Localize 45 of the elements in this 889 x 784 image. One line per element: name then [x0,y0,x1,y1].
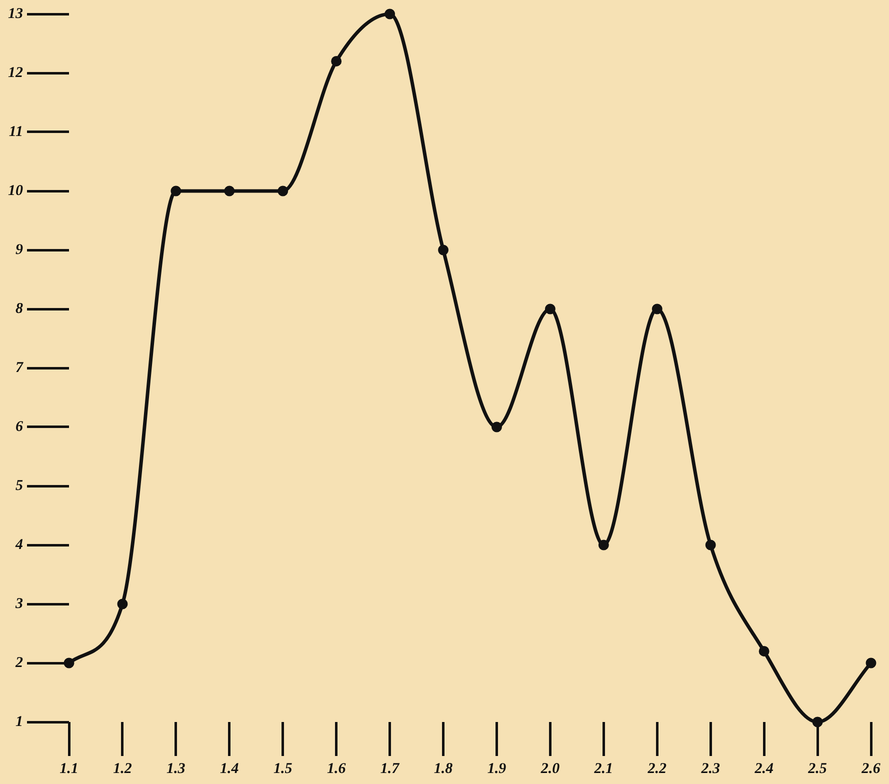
point [438,244,449,256]
y-tick-label: 6 [16,418,24,435]
y-tick-label: 3 [14,596,24,612]
point [331,56,342,66]
point [544,304,556,314]
point [705,540,716,550]
x-tick-label: 1.2 [113,760,132,777]
x-tick-label: 1.5 [273,760,293,777]
y-tick-label: 8 [16,300,24,317]
x-tick-label: 2.4 [754,760,774,777]
point [866,658,876,668]
point [812,716,823,728]
x-tick-label: 1.3 [166,760,186,777]
y-tick-label: 5 [16,478,24,494]
y-tick-label: 4 [14,536,24,553]
y-tick-label: 1 [16,714,23,730]
point [170,186,182,196]
x-tick-label: 1.1 [60,760,78,777]
point [117,598,128,610]
y-tick-label: 7 [16,360,24,376]
x-tick-label: 1.7 [380,760,400,777]
x-tick-label: 2.1 [593,760,614,777]
x-tick-label: 1.4 [220,760,240,777]
y-tick-label: 12 [8,64,24,81]
point [278,186,288,196]
x-tick-label: 2.6 [860,760,881,777]
x-tick-label: 1.8 [434,760,454,777]
x-tick-label: 2.2 [646,760,668,777]
y-tick-label: 9 [16,242,24,258]
point [491,422,502,432]
point [758,646,770,656]
x-tick-label: 1.6 [326,760,346,777]
y-tick-label: 11 [8,124,23,140]
x-tick-label: 1.9 [487,760,507,777]
x-tick-label: 2.5 [807,760,828,777]
x-tick-label: 2.0 [540,760,560,777]
y-tick-label: 10 [8,182,24,199]
point [652,304,662,314]
point [598,540,609,550]
point [64,658,74,668]
x-tick-label: 2.3 [700,760,720,777]
y-tick-label: 13 [8,6,24,22]
point [224,186,235,196]
point [384,8,396,20]
y-tick-label: 2 [14,654,24,671]
